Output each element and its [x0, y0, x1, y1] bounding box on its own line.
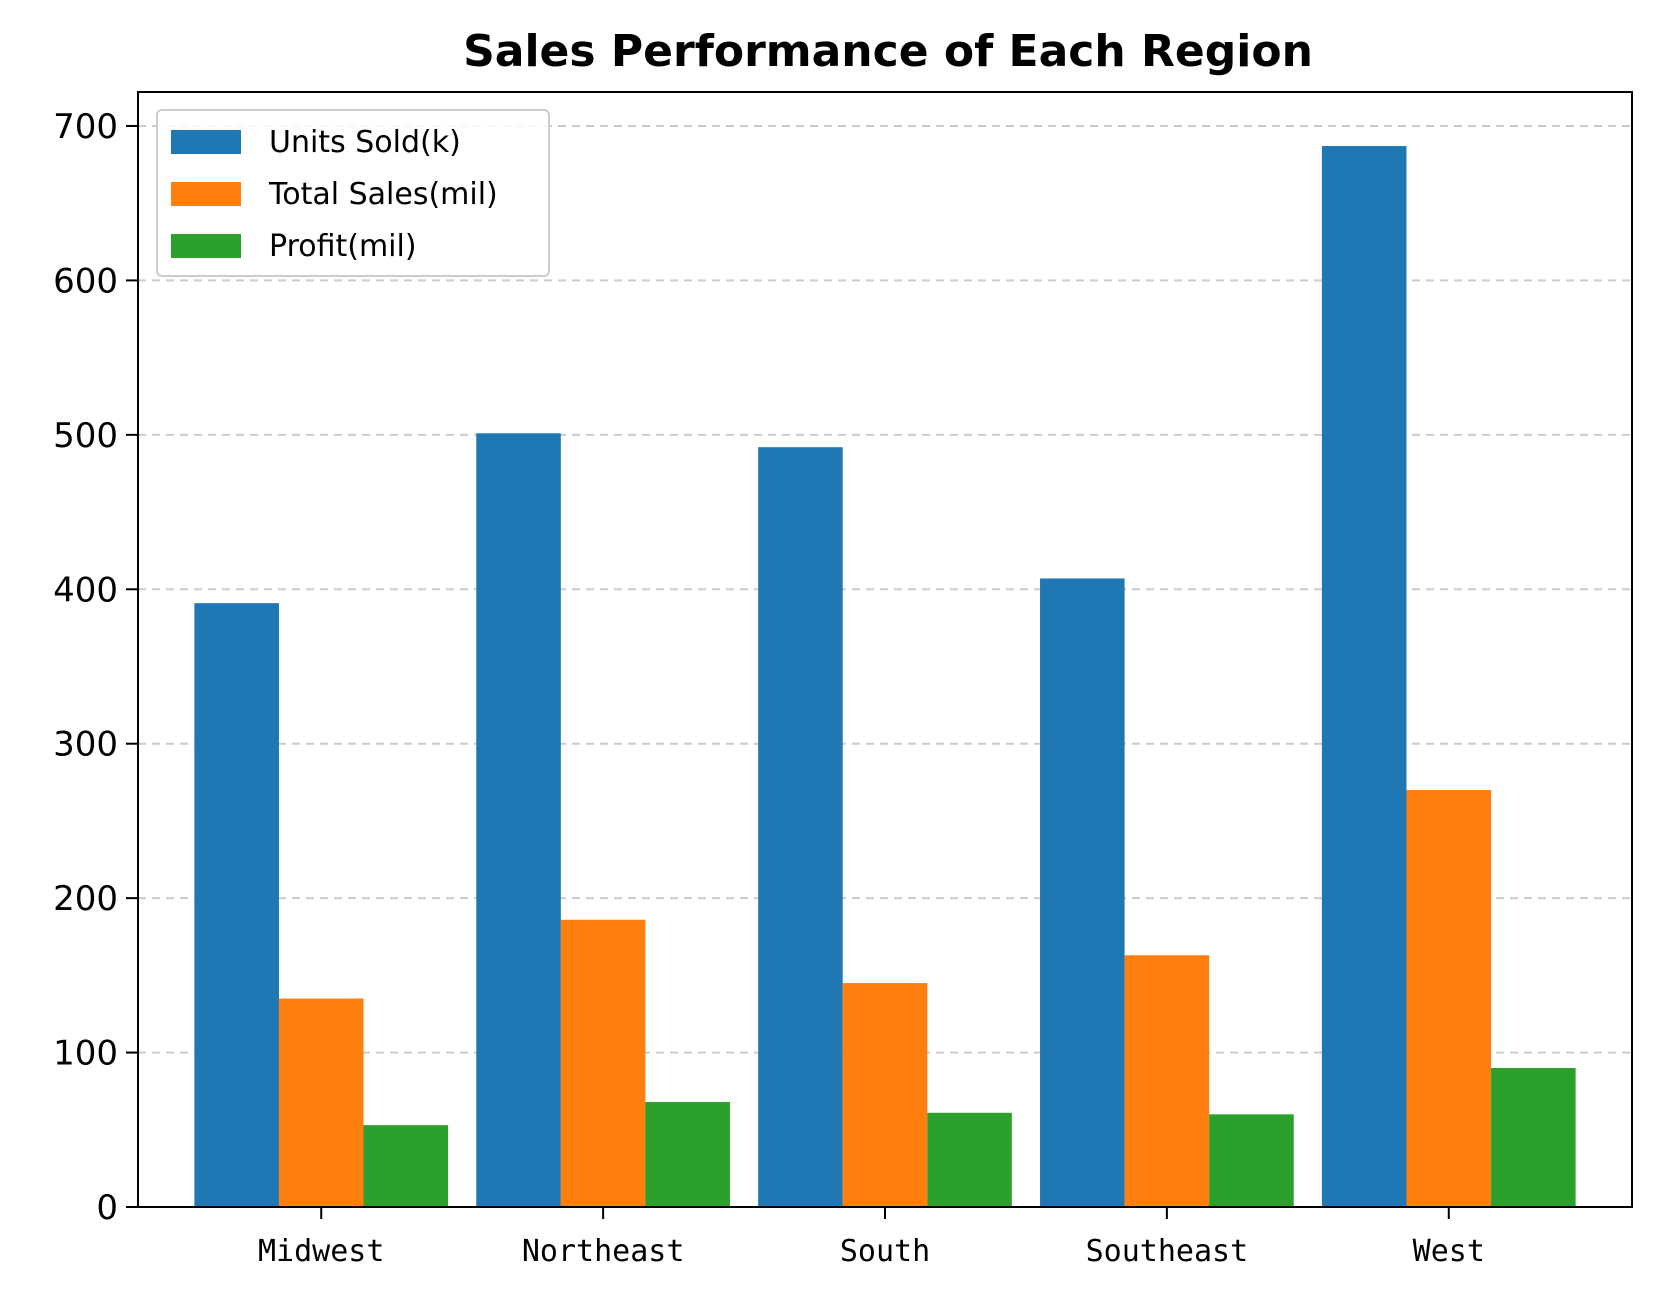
y-axis: 0 100 200 300 400 500 600 700	[53, 107, 138, 1228]
legend-label: Total Sales(mil)	[268, 177, 498, 212]
bar	[758, 447, 843, 1207]
bar	[842, 983, 928, 1207]
chart-title: Sales Performance of Each Region	[463, 26, 1313, 77]
x-tick-label: West	[1413, 1234, 1485, 1269]
x-axis: Midwest Northeast South Southeast West	[258, 1207, 1485, 1269]
y-tick-label: 200	[53, 879, 118, 919]
bar	[278, 998, 364, 1207]
legend-swatch	[171, 182, 241, 206]
bars	[194, 146, 1576, 1207]
y-tick-label: 300	[53, 725, 118, 765]
bar	[1321, 146, 1407, 1207]
y-tick-label: 100	[53, 1034, 118, 1074]
y-tick-label: 700	[53, 107, 118, 147]
x-tick-label: Southeast	[1086, 1234, 1249, 1269]
bar	[1406, 790, 1492, 1207]
x-tick-label: Midwest	[258, 1234, 384, 1269]
bar	[1124, 955, 1210, 1207]
legend-box	[156, 109, 550, 277]
bar	[927, 1112, 1012, 1207]
bar	[194, 603, 279, 1207]
legend-label: Profit(mil)	[269, 229, 417, 264]
legend-swatch	[171, 234, 241, 258]
x-tick-label: Northeast	[522, 1234, 685, 1269]
bar	[476, 433, 561, 1207]
y-tick-label: 400	[53, 570, 118, 610]
y-tick-label: 500	[53, 416, 118, 456]
bar	[645, 1101, 730, 1207]
bar	[363, 1125, 449, 1207]
bar	[1209, 1114, 1294, 1207]
y-tick-label: 0	[96, 1188, 118, 1228]
bar	[560, 919, 646, 1207]
legend: Units Sold(k) Total Sales(mil) Profit(mil)	[156, 109, 550, 277]
legend-label: Units Sold(k)	[269, 125, 461, 160]
x-tick-label: South	[840, 1234, 930, 1269]
bar	[1040, 578, 1125, 1207]
bar	[1491, 1068, 1576, 1207]
legend-swatch	[171, 130, 241, 154]
y-tick-label: 600	[53, 261, 118, 301]
